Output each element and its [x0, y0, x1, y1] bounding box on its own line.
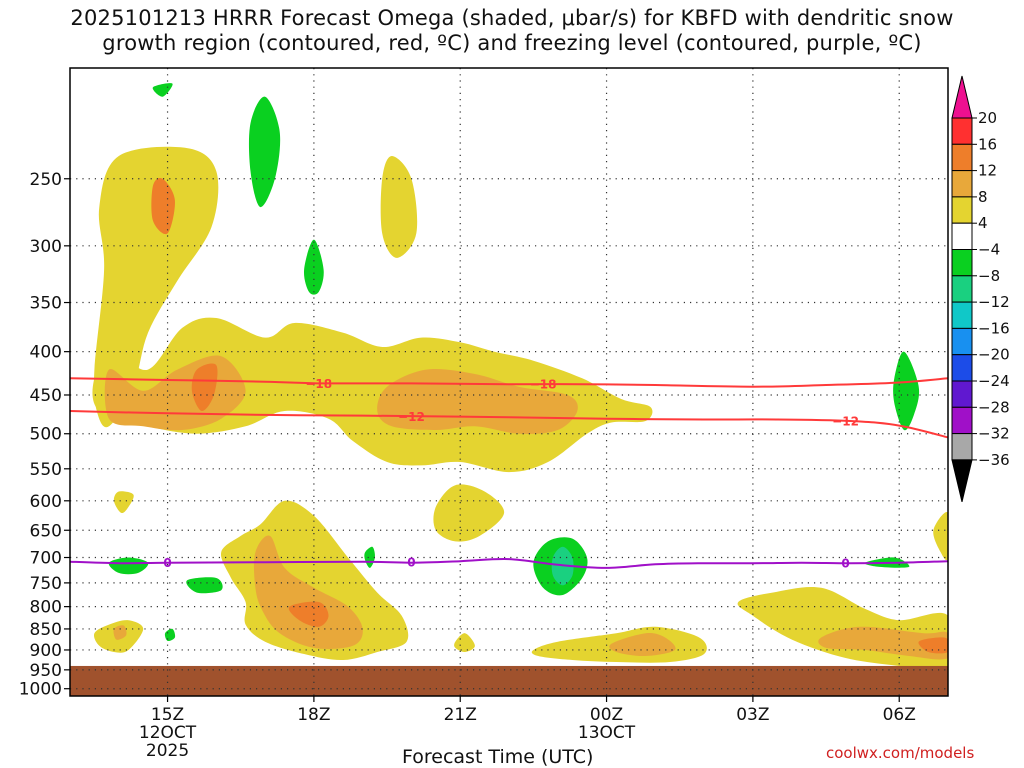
colorbar-label-4: 4 — [978, 214, 988, 232]
colorbar-label-1: 16 — [978, 135, 997, 153]
colorbar-swatch-3 — [951, 196, 973, 224]
y-tick-label-450: 450 — [30, 386, 62, 406]
y-tick-label-950: 950 — [30, 661, 62, 681]
colorbar-label-9: −20 — [978, 346, 1010, 364]
colorbar-swatch-9 — [951, 354, 973, 382]
contour-0 — [70, 557, 948, 569]
omega-region-21 — [152, 83, 173, 97]
x-tick-sublabel-15Z-1: 2025 — [146, 741, 189, 761]
omega-region-5 — [151, 177, 175, 235]
colorbar-label-11: −28 — [978, 398, 1010, 416]
colorbar-swatch-0 — [951, 117, 973, 145]
contour-minus18 — [70, 377, 948, 388]
contour-label-1: −18 — [530, 378, 557, 392]
contour-label-2: −12 — [398, 410, 425, 424]
omega-region-16 — [609, 632, 676, 657]
y-tick-label-700: 700 — [30, 549, 62, 569]
x-tick-sublabel-15Z-0: 12OCT — [139, 723, 197, 743]
credit-link[interactable]: coolwx.com/models — [826, 744, 975, 762]
gridlines — [70, 68, 948, 696]
colorbar-label-2: 12 — [978, 162, 997, 180]
chart-title-line-1: 2025101213 HRRR Forecast Omega (shaded, … — [70, 6, 954, 30]
temperature-contours — [70, 377, 948, 569]
contour-label-3: −12 — [832, 415, 859, 429]
colorbar-label-3: 8 — [978, 188, 988, 206]
y-tick-label-500: 500 — [30, 425, 62, 445]
omega-region-14 — [454, 633, 475, 653]
contour-labels: −18 −18 −12 −12 0 0 0 — [163, 377, 859, 571]
colorbar-label-10: −24 — [978, 372, 1010, 390]
y-axis: 2503003504004505005506006507007508008509… — [19, 170, 70, 700]
colorbar-swatch-1 — [951, 143, 973, 172]
contour-label-0: −18 — [305, 377, 332, 391]
colorbar-label-8: −16 — [978, 319, 1010, 337]
colorbar-bottom-arrow — [951, 459, 973, 503]
contour-label-5: 0 — [407, 556, 415, 570]
colorbar-swatch-6 — [951, 275, 973, 303]
colorbar-swatch-7 — [951, 301, 973, 329]
x-tick-label-00Z: 00Z — [590, 705, 623, 725]
omega-region-11 — [288, 601, 329, 627]
y-tick-label-750: 750 — [30, 574, 62, 594]
colorbar-label-5: −4 — [978, 241, 1000, 259]
y-tick-label-900: 900 — [30, 641, 62, 661]
colorbar-swatch-11 — [951, 406, 973, 435]
colorbar-swatch-2 — [951, 170, 973, 198]
y-tick-label-550: 550 — [30, 460, 62, 480]
colorbar-swatch-10 — [951, 380, 973, 408]
omega-region-27 — [364, 546, 375, 568]
omega-region-10 — [253, 535, 363, 650]
omega-region-8 — [433, 484, 505, 542]
plot-frame — [69, 67, 949, 697]
omega-region-30 — [893, 351, 920, 431]
omega-region-13 — [113, 625, 127, 640]
omega-region-1 — [92, 317, 653, 473]
contour-minus12 — [70, 410, 948, 439]
y-tick-label-850: 850 — [30, 620, 62, 640]
colorbar-label-7: −12 — [978, 293, 1010, 311]
contour-label-6: 0 — [841, 557, 849, 571]
colorbar-swatch-4 — [951, 222, 973, 250]
omega-region-7 — [113, 491, 134, 514]
x-tick-label-18Z: 18Z — [297, 705, 330, 725]
y-tick-label-1000: 1000 — [19, 680, 62, 700]
omega-region-6 — [380, 156, 418, 258]
chart-title-line-2: growth region (contoured, red, ºC) and f… — [102, 31, 922, 55]
colorbar-top-arrow — [951, 75, 973, 119]
omega-region-26 — [164, 628, 176, 642]
contour-label-4: 0 — [163, 556, 171, 570]
y-tick-label-250: 250 — [30, 170, 62, 190]
x-axis-title: Forecast Time (UTC) — [402, 746, 594, 768]
y-tick-label-400: 400 — [30, 343, 62, 363]
omega-region-24 — [108, 557, 149, 575]
colorbar: 20 16 12 8 4 −4 −8 −12 −16 −20 −24 −28 −32 −36 — [951, 75, 1010, 503]
x-tick-label-03Z: 03Z — [736, 705, 769, 725]
colorbar-label-6: −8 — [978, 267, 1000, 285]
x-tick-label-06Z: 06Z — [883, 705, 916, 725]
omega-region-4 — [191, 363, 218, 412]
y-tick-label-800: 800 — [30, 598, 62, 618]
omega-shading — [92, 83, 948, 675]
omega-region-0 — [93, 146, 219, 428]
ground-below-surface — [70, 665, 948, 696]
colorbar-label-13: −36 — [978, 451, 1010, 469]
x-tick-sublabel-00Z-0: 13OCT — [578, 723, 636, 743]
y-tick-label-300: 300 — [30, 237, 62, 257]
x-tick-label-15Z: 15Z — [151, 705, 184, 725]
y-tick-label-650: 650 — [30, 521, 62, 541]
omega-region-20 — [933, 512, 948, 561]
omega-region-22 — [248, 96, 281, 208]
colorbar-label-0: 20 — [978, 109, 997, 127]
colorbar-label-12: −32 — [978, 425, 1010, 443]
x-tick-label-21Z: 21Z — [444, 705, 477, 725]
colorbar-swatch-8 — [951, 327, 973, 356]
omega-region-18 — [818, 626, 948, 660]
omega-region-25 — [186, 577, 223, 594]
y-tick-label-600: 600 — [30, 492, 62, 512]
colorbar-swatch-5 — [951, 249, 973, 277]
colorbar-swatch-12 — [951, 433, 973, 461]
y-tick-label-350: 350 — [30, 294, 62, 314]
